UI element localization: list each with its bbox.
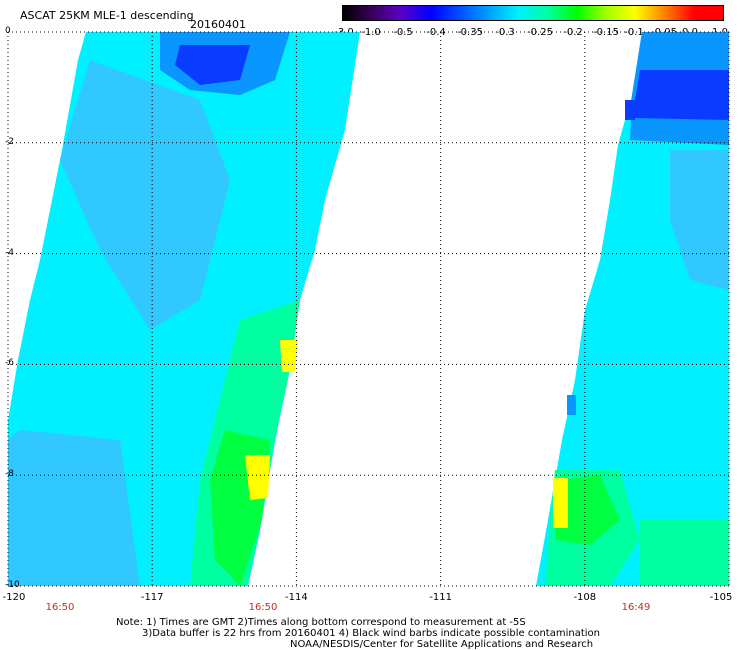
note-line-1: Note: 1) Times are GMT 2)Times along bot…	[116, 617, 526, 628]
x-axis-tick-label: -120	[2, 592, 26, 603]
colorbar-segment	[576, 6, 607, 20]
left-swath-yellow-2	[280, 340, 298, 372]
right-swath-greenish-south	[640, 520, 729, 586]
left-swath-lightblue-south	[8, 430, 140, 586]
pass-time-label: 16:50	[248, 602, 278, 613]
right-swath-dark-blue	[632, 70, 729, 120]
y-axis-tick-label: 0	[5, 26, 11, 36]
colorbar-label: -1.0	[361, 27, 381, 38]
colorbar-segment	[606, 6, 636, 20]
y-axis-tick-label: -4	[5, 247, 14, 258]
x-axis-tick-label: -117	[140, 592, 164, 603]
x-axis-tick-label: -105	[709, 592, 733, 603]
right-swath-dark-blue-edge	[625, 100, 635, 120]
colorbar-segment	[635, 6, 665, 20]
colorbar-segment	[693, 6, 724, 20]
map-title: ASCAT 25KM MLE-1 descending	[20, 9, 194, 22]
note-line-3: NOAA/NESDIS/Center for Satellite Applica…	[290, 639, 594, 650]
colorbar-segment	[489, 6, 519, 20]
colorbar-segment	[430, 6, 460, 20]
grid-lines	[7, 31, 730, 587]
pass-time-label: 16:49	[621, 602, 651, 613]
colorbar-segment	[372, 6, 402, 20]
map-date: 20160401	[190, 18, 246, 31]
left-swath-yellow	[245, 455, 270, 500]
colorbar-segment	[664, 6, 694, 20]
left-swath-lightblue-mid	[60, 60, 230, 330]
colorbar-segment	[343, 6, 373, 20]
left-swath-green	[210, 430, 270, 586]
y-axis-tick-label: -8	[5, 469, 14, 480]
wind-swaths	[8, 32, 729, 586]
colorbar	[342, 5, 724, 21]
colorbar-segment	[518, 6, 548, 20]
x-axis-tick-label: -114	[285, 592, 308, 603]
x-axis-tick-label: -111	[429, 592, 452, 603]
y-axis-tick-label: -10	[5, 580, 20, 590]
y-axis-tick-label: -6	[5, 358, 14, 369]
right-swath-green	[555, 475, 620, 545]
right-swath-lightblue	[670, 150, 729, 290]
colorbar-segment	[547, 6, 577, 20]
right-swath-yellow	[553, 478, 568, 528]
left-swath-dark-blue	[175, 45, 250, 85]
right-swath-blue-cell	[567, 395, 576, 415]
y-axis-tick-label: -2	[5, 136, 14, 147]
colorbar-label: -0.5	[393, 27, 413, 38]
pass-time-label: 16:50	[45, 602, 75, 613]
x-axis-tick-label: -108	[573, 592, 597, 603]
colorbar-label: -0.35	[457, 27, 483, 38]
colorbar-label: -0.15	[593, 27, 619, 38]
note-line-2: 3)Data buffer is 22 hrs from 20160401 4)…	[142, 628, 600, 639]
colorbar-label: -0.1	[624, 27, 644, 38]
colorbar-segment	[459, 6, 490, 20]
colorbar-segment	[401, 6, 431, 20]
